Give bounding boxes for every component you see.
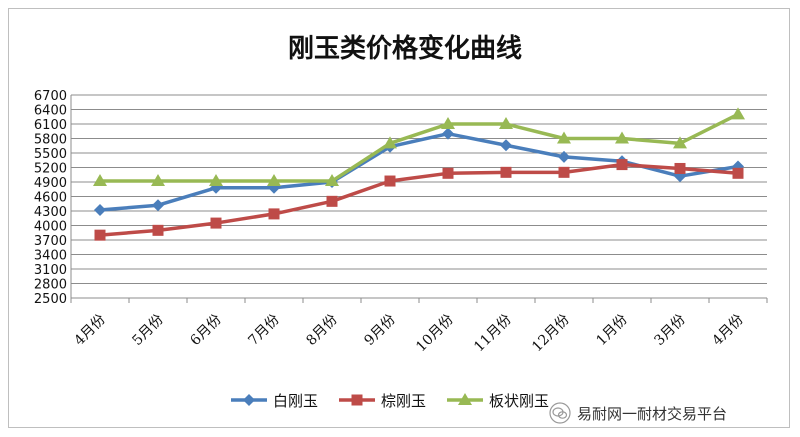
y-tick-label: 4000 xyxy=(34,220,67,235)
y-tick-label: 3700 xyxy=(34,234,67,249)
y-tick-label: 4600 xyxy=(34,191,67,206)
x-tick-label: 9月份 xyxy=(361,312,398,349)
series-line-0 xyxy=(99,131,739,212)
data-point-2-0 xyxy=(93,174,107,187)
legend-marker-0 xyxy=(243,394,255,406)
y-tick-label: 5200 xyxy=(34,162,67,177)
data-point-1-10 xyxy=(674,162,686,174)
data-point-1-5 xyxy=(384,175,396,187)
data-point-1-4 xyxy=(326,195,338,207)
data-point-0-6 xyxy=(442,127,454,140)
x-tick-label: 7月份 xyxy=(245,312,282,349)
x-tick-label: 4月份 xyxy=(709,312,746,349)
chart-title: 刚玉类价格变化曲线 xyxy=(288,33,522,64)
y-tick-label: 6400 xyxy=(34,104,67,119)
y-tick-label: 4300 xyxy=(34,205,67,220)
y-tick-label: 6100 xyxy=(34,118,67,133)
x-tick-label: 3月份 xyxy=(651,312,688,349)
y-tick-label: 5800 xyxy=(34,133,67,148)
x-tick-label: 12月份 xyxy=(529,312,573,356)
x-tick-label: 8月份 xyxy=(303,312,340,349)
data-point-2-2 xyxy=(209,174,223,187)
data-point-1-1 xyxy=(152,224,164,236)
y-tick-label: 2800 xyxy=(34,278,67,293)
x-tick-label: 1月份 xyxy=(593,312,630,349)
data-point-0-8 xyxy=(558,150,570,163)
data-point-2-7 xyxy=(499,117,513,129)
data-point-2-11 xyxy=(731,107,745,120)
data-point-1-6 xyxy=(442,167,454,179)
watermark: 易耐网一耐材交易平台 xyxy=(549,401,727,425)
data-point-1-11 xyxy=(732,167,744,179)
y-tick-label: 5500 xyxy=(34,147,67,162)
series-line-2 xyxy=(100,112,739,183)
x-tick-label: 6月份 xyxy=(187,312,224,349)
x-tick-label: 4月份 xyxy=(71,312,108,349)
data-point-1-0 xyxy=(94,229,106,241)
legend-label-0: 白刚玉 xyxy=(273,392,318,410)
data-point-1-9 xyxy=(616,159,628,171)
wechat-icon xyxy=(549,402,571,424)
data-point-2-4 xyxy=(325,174,339,187)
data-point-1-8 xyxy=(558,166,570,178)
x-tick-label: 5月份 xyxy=(129,312,166,349)
chart-frame: 刚玉类价格变化曲线 2500 2800 3100 3400 3700 4000 4300 460… xyxy=(8,8,790,428)
y-tick-label: 3400 xyxy=(34,249,67,264)
data-point-2-6 xyxy=(441,117,455,129)
y-tick-label: 2500 xyxy=(34,292,67,307)
legend-label-2: 板状刚玉 xyxy=(489,392,549,410)
data-point-2-1 xyxy=(151,174,165,187)
data-point-1-2 xyxy=(210,217,222,229)
data-point-0-1 xyxy=(152,199,164,212)
y-tick-label: 4900 xyxy=(34,176,67,191)
line-chart: 刚玉类价格变化曲线 2500280031003400370040004300460… xyxy=(34,33,768,410)
x-tick-label: 10月份 xyxy=(413,312,457,356)
data-point-0-0 xyxy=(94,204,106,217)
legend-marker-1 xyxy=(351,394,363,406)
legend-marker-2 xyxy=(458,393,472,405)
y-tick-label: 6700 xyxy=(34,89,67,104)
watermark-text: 易耐网一耐材交易平台 xyxy=(577,404,728,423)
data-point-0-7 xyxy=(500,139,512,152)
data-point-2-10 xyxy=(673,136,687,149)
x-tick-label: 11月份 xyxy=(471,312,515,356)
data-point-1-3 xyxy=(268,208,280,220)
data-point-2-3 xyxy=(267,174,281,187)
data-point-2-8 xyxy=(557,131,571,144)
legend-label-1: 棕刚玉 xyxy=(381,392,426,410)
data-point-2-9 xyxy=(615,131,629,144)
y-tick-label: 3100 xyxy=(34,263,67,278)
series-line-1 xyxy=(99,162,739,237)
data-point-1-7 xyxy=(500,166,512,178)
data-point-2-5 xyxy=(383,136,397,149)
